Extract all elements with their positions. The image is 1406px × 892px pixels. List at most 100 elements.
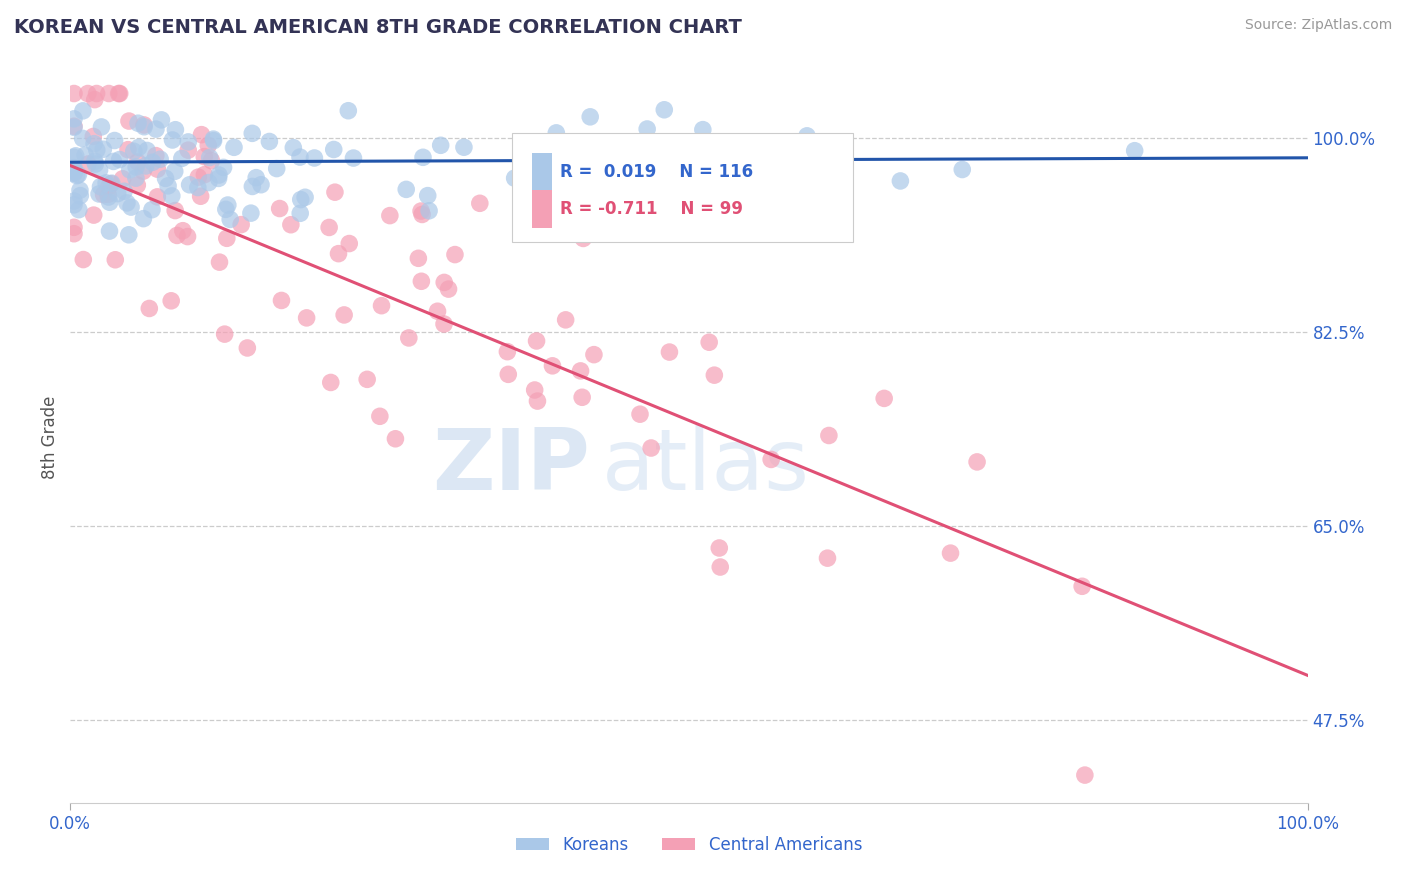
Point — [709, 541, 731, 555]
Point — [652, 103, 675, 117]
Point — [132, 164, 155, 178]
Point — [240, 126, 263, 140]
Point — [97, 187, 120, 202]
Point — [658, 345, 681, 359]
Point — [187, 170, 209, 185]
Point — [588, 194, 610, 209]
Point — [190, 189, 212, 203]
Point — [84, 157, 107, 171]
Point — [759, 161, 782, 175]
Point — [294, 190, 316, 204]
Point — [572, 231, 595, 245]
Point — [215, 231, 238, 245]
Point — [571, 390, 593, 404]
Point — [222, 140, 245, 154]
Point — [138, 301, 160, 316]
Point — [322, 143, 344, 157]
Point — [240, 179, 263, 194]
Point — [202, 134, 225, 148]
Point — [198, 151, 221, 165]
Point — [118, 114, 141, 128]
Point — [86, 143, 108, 157]
Point — [97, 179, 120, 194]
Point — [150, 112, 173, 127]
Point — [63, 120, 86, 135]
Point — [290, 193, 312, 207]
Point — [589, 161, 612, 175]
Point — [526, 334, 548, 348]
Point — [170, 152, 193, 166]
Point — [118, 227, 141, 242]
Point — [98, 195, 121, 210]
Point — [120, 200, 142, 214]
Point — [202, 132, 225, 146]
Text: Source: ZipAtlas.com: Source: ZipAtlas.com — [1244, 18, 1392, 32]
Point — [217, 198, 239, 212]
Point — [219, 212, 242, 227]
Point — [197, 176, 219, 190]
Point — [950, 162, 973, 177]
Point — [134, 120, 156, 134]
Point — [172, 224, 194, 238]
Point — [231, 218, 253, 232]
Point — [889, 174, 911, 188]
Point — [582, 348, 605, 362]
Point — [149, 152, 172, 166]
Point — [101, 176, 124, 190]
Point — [187, 180, 209, 194]
Point — [155, 171, 177, 186]
Point — [269, 202, 291, 216]
Point — [551, 152, 574, 166]
Point — [63, 87, 86, 101]
Point — [63, 112, 86, 126]
Point — [207, 171, 229, 186]
Point — [628, 407, 651, 421]
Point — [67, 202, 90, 217]
Point — [215, 202, 238, 217]
Point — [87, 186, 110, 201]
Point — [111, 171, 134, 186]
Point — [212, 161, 235, 175]
Point — [160, 293, 183, 308]
Point — [94, 176, 117, 190]
Point — [93, 142, 115, 156]
Point — [304, 151, 326, 165]
Point — [67, 168, 90, 182]
Point — [72, 103, 94, 118]
Point — [125, 171, 148, 186]
Point — [323, 185, 346, 199]
Point — [145, 122, 167, 136]
Point — [426, 304, 449, 318]
Point — [356, 372, 378, 386]
Point — [193, 168, 215, 182]
Point — [796, 128, 818, 143]
Point — [283, 140, 305, 154]
Point — [437, 282, 460, 296]
Point — [1074, 768, 1097, 782]
Point — [117, 143, 139, 157]
Point — [775, 143, 797, 157]
Point — [468, 196, 491, 211]
Point — [127, 155, 149, 169]
Point — [395, 182, 418, 196]
Point — [541, 359, 564, 373]
Point — [193, 150, 215, 164]
Point — [83, 136, 105, 151]
Point — [112, 184, 135, 198]
Point — [165, 203, 187, 218]
Point — [77, 157, 100, 171]
Point — [108, 87, 131, 101]
Point — [533, 158, 555, 172]
Point — [162, 133, 184, 147]
Point — [103, 154, 125, 169]
Point — [496, 344, 519, 359]
Point — [90, 120, 112, 134]
Point — [136, 144, 159, 158]
Point — [100, 177, 122, 191]
Point — [83, 93, 105, 107]
Y-axis label: 8th Grade: 8th Grade — [41, 395, 59, 479]
Point — [411, 207, 433, 221]
Point — [104, 252, 127, 267]
Text: KOREAN VS CENTRAL AMERICAN 8TH GRADE CORRELATION CHART: KOREAN VS CENTRAL AMERICAN 8TH GRADE COR… — [14, 18, 742, 37]
Point — [526, 394, 548, 409]
